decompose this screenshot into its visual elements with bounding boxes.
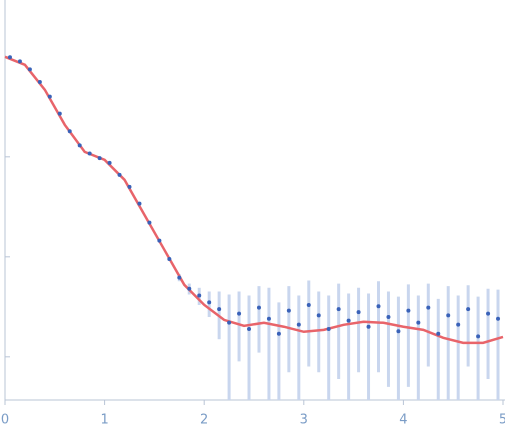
- data-point: [306, 302, 311, 307]
- data-point: [336, 307, 341, 312]
- data-point: [436, 331, 441, 336]
- data-point: [496, 316, 501, 321]
- data-point: [406, 308, 411, 313]
- data-point: [107, 160, 112, 165]
- data-point: [456, 322, 461, 327]
- data-point: [157, 238, 162, 243]
- data-point: [137, 201, 142, 206]
- data-point: [396, 329, 401, 334]
- data-point: [67, 129, 72, 134]
- data-point: [117, 172, 122, 177]
- data-point: [187, 286, 192, 291]
- data-point: [376, 304, 381, 309]
- data-point: [247, 326, 252, 331]
- data-point: [296, 322, 301, 327]
- data-point: [97, 156, 102, 161]
- data-point: [386, 315, 391, 320]
- data-point: [7, 55, 12, 60]
- data-point: [426, 305, 431, 310]
- data-point: [27, 67, 32, 72]
- data-point: [256, 305, 261, 310]
- data-point: [356, 310, 361, 315]
- data-point: [227, 320, 232, 325]
- data-point: [47, 94, 52, 99]
- data-point: [127, 184, 132, 189]
- x-tick-label: 2: [200, 413, 208, 428]
- data-point: [366, 324, 371, 329]
- data-point: [177, 275, 182, 280]
- x-tick-label: 5: [499, 413, 505, 428]
- data-point: [316, 313, 321, 318]
- data-point: [77, 143, 82, 148]
- data-point: [167, 257, 172, 262]
- data-point: [207, 300, 212, 305]
- data-point: [237, 311, 242, 316]
- data-point: [37, 80, 42, 85]
- data-point: [486, 311, 491, 316]
- data-point: [87, 151, 92, 156]
- data-point: [276, 331, 281, 336]
- data-point: [476, 334, 481, 339]
- data-point: [266, 316, 271, 321]
- data-point: [147, 220, 152, 225]
- data-point: [217, 307, 222, 312]
- x-tick-label: 3: [300, 413, 308, 428]
- data-point: [17, 59, 22, 64]
- x-tick-label: 0: [1, 413, 9, 428]
- x-tick-label: 4: [399, 413, 407, 428]
- x-tick-label: 1: [100, 413, 108, 428]
- data-point: [197, 293, 202, 298]
- data-point: [286, 308, 291, 313]
- data-point: [446, 313, 451, 318]
- data-point: [346, 318, 351, 323]
- data-point: [326, 326, 331, 331]
- data-point: [57, 111, 62, 116]
- data-point: [416, 320, 421, 325]
- data-point: [466, 307, 471, 312]
